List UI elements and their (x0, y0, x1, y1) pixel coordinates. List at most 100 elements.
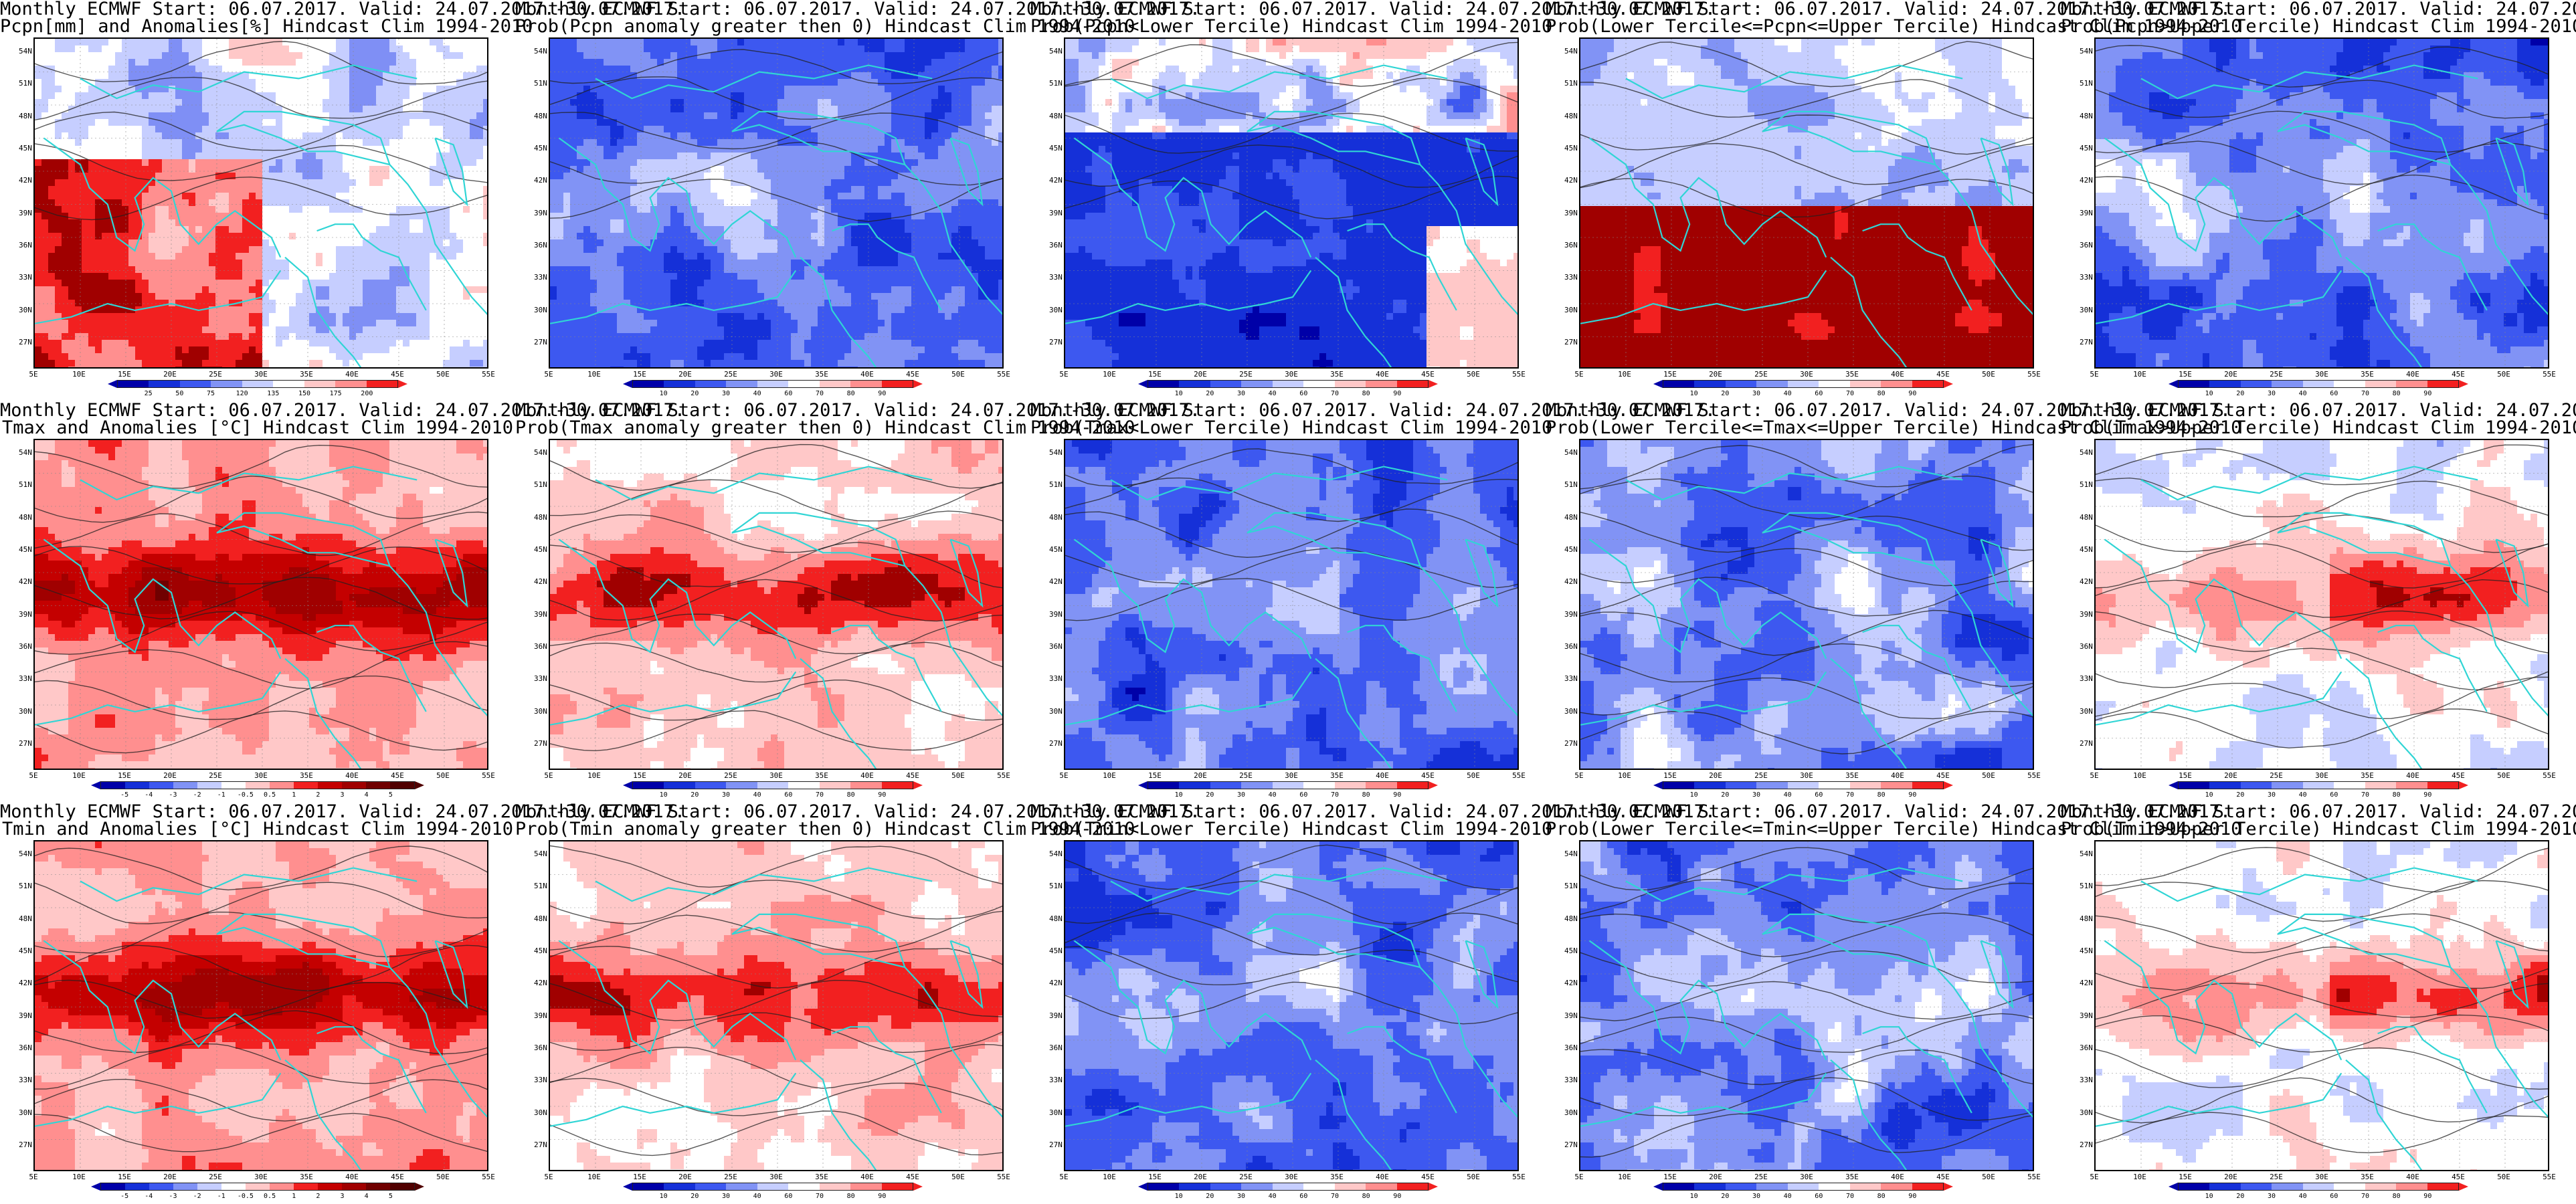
color-scale-tick: 30 (1752, 791, 1760, 799)
latitude-label: 27N (1049, 739, 1063, 748)
color-scale-tick: 20 (2236, 390, 2244, 397)
panel-title: Monthly ECMWF Start: 06.07.2017. Valid: … (2061, 803, 2576, 821)
longitude-label: 15E (2179, 1173, 2192, 1181)
latitude-label: 39N (534, 209, 547, 217)
color-scale-tick: 90 (878, 1193, 886, 1200)
color-scale-swatch (1725, 381, 1757, 387)
longitude-label: 10E (587, 1173, 601, 1181)
latitude-label: 48N (1049, 112, 1063, 120)
forecast-map (1579, 840, 2034, 1171)
longitude-label: 30E (254, 370, 268, 379)
latitude-label: 36N (1049, 642, 1063, 651)
latitude-label: 48N (2080, 112, 2093, 120)
longitude-label: 25E (2270, 771, 2283, 780)
longitude-label: 10E (1103, 1173, 1116, 1181)
latitude-label: 51N (2080, 79, 2093, 88)
latitude-label: 42N (19, 176, 32, 185)
longitude-label: 30E (254, 771, 268, 780)
color-scale-swatch (246, 1183, 270, 1190)
color-scale-tick: 70 (816, 791, 824, 799)
longitude-label: 15E (118, 1173, 131, 1181)
latitude-label: 33N (1049, 1076, 1063, 1084)
color-scale-tick: 0.5 (264, 1193, 276, 1200)
color-scale-tick: 90 (2423, 390, 2431, 397)
color-scale-high-arrow (913, 380, 923, 388)
color-scale-tick: 30 (722, 1193, 730, 1200)
longitude-label: 25E (724, 370, 737, 379)
color-scale-tick: 40 (1269, 1193, 1277, 1200)
color-scale-tick: 40 (2299, 791, 2307, 799)
color-scale-tick: 2 (316, 1193, 320, 1200)
color-scale-tick: 80 (1362, 390, 1370, 397)
color-scale-swatch (2209, 1183, 2241, 1190)
color-scale-tick: 20 (2236, 1193, 2244, 1200)
latitude-label: 33N (534, 674, 547, 683)
color-scale-swatch (1396, 381, 1428, 387)
color-scale-swatch (1334, 782, 1366, 789)
latitude-label: 30N (2080, 306, 2093, 314)
longitude-label: 15E (1148, 1173, 1162, 1181)
color-scale-tick: 90 (1908, 791, 1916, 799)
longitude-label: 35E (815, 370, 828, 379)
color-scale-swatch (366, 782, 390, 789)
map-canvas (35, 440, 487, 769)
latitude-label: 36N (1564, 1043, 1578, 1052)
latitude-label: 33N (19, 273, 32, 282)
latitude-label: 33N (2080, 674, 2093, 683)
latitude-label: 54N (19, 448, 32, 457)
longitude-label: 45E (1421, 370, 1435, 379)
longitude-label: 15E (118, 370, 131, 379)
longitude-label: 10E (2133, 771, 2146, 780)
color-scale-tick: 30 (1237, 390, 1245, 397)
longitude-label: 35E (1845, 370, 1859, 379)
forecast-map (1064, 439, 1519, 770)
latitude-label: 48N (1564, 914, 1578, 923)
color-scale-swatch (149, 782, 173, 789)
color-scale-swatch (1694, 381, 1726, 387)
color-scale-swatch (1366, 381, 1397, 387)
color-scale-bar (1663, 380, 1944, 388)
longitude-label: 55E (997, 771, 1010, 780)
color-scale-swatch (304, 381, 336, 387)
color-scale-tick: 20 (1206, 390, 1214, 397)
latitude-label: 54N (534, 849, 547, 858)
color-scale-swatch (881, 782, 913, 789)
longitude-label: 15E (118, 771, 131, 780)
color-scale-tick: 60 (2330, 791, 2338, 799)
color-scale-swatch (2179, 782, 2210, 789)
color-scale-low-arrow (2169, 781, 2178, 789)
color-scale-tick: 10 (1690, 1193, 1698, 1200)
longitude-label: 40E (2406, 370, 2419, 379)
longitude-label: 40E (1891, 370, 1904, 379)
longitude-label: 15E (1663, 370, 1677, 379)
longitude-label: 30E (1285, 1173, 1298, 1181)
color-scale-swatch (1849, 1183, 1881, 1190)
longitude-label: 5E (1574, 771, 1583, 780)
latitude-label: 36N (1564, 642, 1578, 651)
latitude-label: 30N (1564, 707, 1578, 716)
longitude-label: 40E (1891, 771, 1904, 780)
longitude-label: 30E (1285, 370, 1298, 379)
color-scale-swatch (819, 782, 851, 789)
color-scale-tick: 70 (1846, 390, 1854, 397)
latitude-label: 54N (1049, 448, 1063, 457)
latitude-label: 33N (1049, 674, 1063, 683)
color-scale-tick: 30 (722, 791, 730, 799)
latitude-label: 27N (534, 338, 547, 346)
longitude-label: 25E (209, 1173, 222, 1181)
map-canvas (1065, 841, 1517, 1170)
longitude-label: 15E (633, 1173, 646, 1181)
color-scale-swatch (2427, 381, 2458, 387)
latitude-label: 33N (534, 273, 547, 282)
panel-subtitle: Tmax and Anomalies [°C] Hindcast Clim 19… (0, 419, 515, 437)
forecast-map (1064, 840, 1519, 1171)
latitude-label: 39N (1049, 1011, 1063, 1020)
color-scale-bar (100, 781, 415, 789)
color-scale-tick: 70 (1846, 791, 1854, 799)
latitude-label: 33N (1564, 1076, 1578, 1084)
latitude-label: 39N (1049, 209, 1063, 217)
latitude-label: 42N (2080, 176, 2093, 185)
longitude-label: 50E (436, 370, 450, 379)
color-scale-swatch (221, 782, 246, 789)
color-scale-tick: 60 (1815, 390, 1823, 397)
